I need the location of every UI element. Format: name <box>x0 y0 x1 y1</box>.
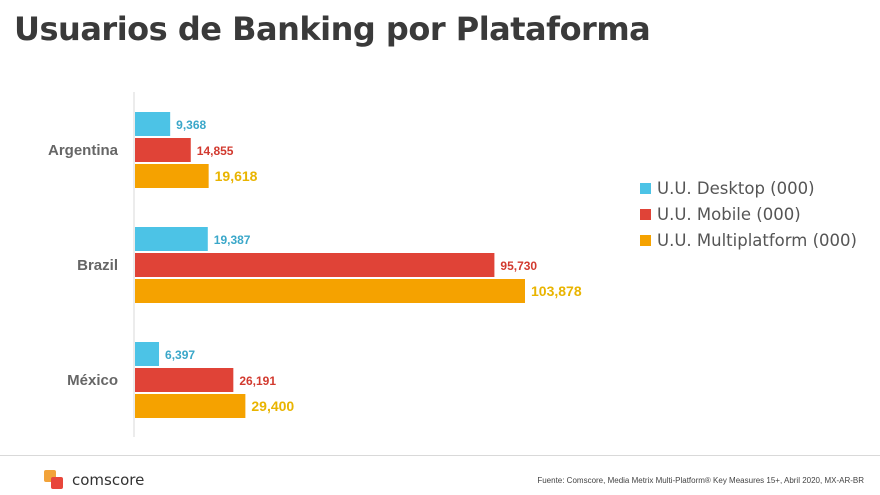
data-label: 26,191 <box>239 374 276 388</box>
legend-label-desktop: U.U. Desktop (000) <box>657 178 815 198</box>
legend-swatch-mobile <box>640 208 651 220</box>
data-label: 29,400 <box>251 398 294 414</box>
bar <box>135 394 246 418</box>
bar <box>135 342 160 366</box>
legend: U.U. Desktop (000) U.U. Mobile (000) U.U… <box>640 175 857 253</box>
comscore-logo: comscore <box>44 470 144 490</box>
category-label: México <box>67 372 118 389</box>
source-note: Fuente: Comscore, Media Metrix Multi-Pla… <box>537 476 864 485</box>
comscore-logo-icon <box>44 470 64 490</box>
legend-item-desktop: U.U. Desktop (000) <box>640 175 857 201</box>
chart-title: Usuarios de Banking por Plataforma <box>14 10 651 48</box>
bar <box>135 253 495 277</box>
bar <box>135 164 209 188</box>
data-label: 19,387 <box>214 233 251 247</box>
bar <box>135 112 171 136</box>
footer-divider <box>0 455 880 456</box>
logo-text: comscore <box>72 471 145 489</box>
data-label: 19,618 <box>215 168 258 184</box>
legend-swatch-desktop <box>640 182 651 194</box>
category-label: Argentina <box>48 142 119 159</box>
bar <box>135 138 191 162</box>
bar <box>135 227 208 251</box>
legend-item-mobile: U.U. Mobile (000) <box>640 201 857 227</box>
data-label: 14,855 <box>197 144 234 158</box>
data-label: 95,730 <box>500 259 537 273</box>
category-label: Brazil <box>77 257 118 274</box>
bar <box>135 279 525 303</box>
data-label: 103,878 <box>531 283 582 299</box>
legend-label-multiplatform: U.U. Multiplatform (000) <box>657 230 857 250</box>
data-label: 9,368 <box>176 118 206 132</box>
legend-label-mobile: U.U. Mobile (000) <box>657 204 801 224</box>
bar <box>135 368 234 392</box>
data-label: 6,397 <box>165 348 195 362</box>
legend-swatch-multiplatform <box>640 234 651 246</box>
legend-item-multiplatform: U.U. Multiplatform (000) <box>640 227 857 253</box>
